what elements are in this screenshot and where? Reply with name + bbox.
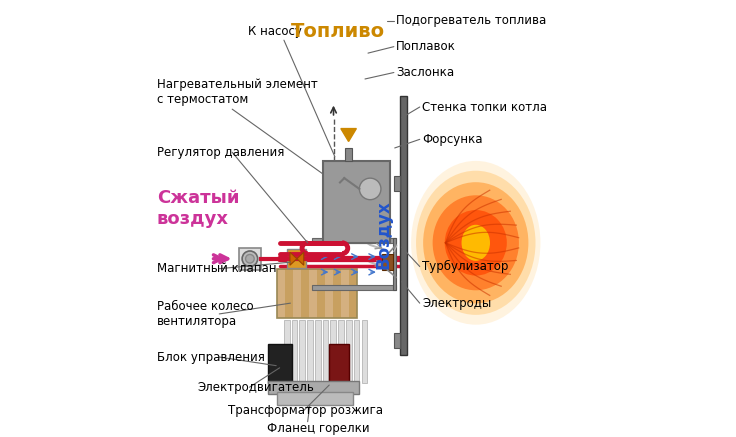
Bar <box>382 254 393 270</box>
Text: Подогреватель топлива: Подогреватель топлива <box>396 14 546 27</box>
Bar <box>287 249 306 268</box>
Bar <box>322 161 389 243</box>
Bar <box>346 320 352 383</box>
Bar <box>315 320 321 383</box>
Text: Электроды: Электроды <box>422 297 491 310</box>
Bar <box>238 248 261 270</box>
Ellipse shape <box>433 195 519 290</box>
Text: К насосу: К насосу <box>248 25 302 38</box>
Text: Трансформатор розжига: Трансформатор розжига <box>228 404 383 417</box>
Ellipse shape <box>461 225 490 261</box>
Bar <box>361 320 367 383</box>
Text: Поплавок: Поплавок <box>396 40 456 53</box>
Text: Нагревательный элемент
с термостатом: Нагревательный элемент с термостатом <box>157 78 317 106</box>
Bar <box>277 269 357 318</box>
Bar <box>354 320 359 383</box>
Ellipse shape <box>423 182 528 303</box>
Text: Сжатый
воздух: Сжатый воздух <box>157 189 239 228</box>
Text: Магнитный клапан: Магнитный клапан <box>157 262 276 275</box>
Bar <box>394 176 400 191</box>
Ellipse shape <box>445 210 507 276</box>
Bar <box>325 269 333 318</box>
Bar <box>268 381 358 394</box>
Bar <box>339 320 344 383</box>
Polygon shape <box>290 252 304 265</box>
Bar <box>277 269 286 318</box>
Circle shape <box>359 178 381 200</box>
Text: Стенка топки котла: Стенка топки котла <box>422 101 547 114</box>
Text: Рабочее колесо
вентилятора: Рабочее колесо вентилятора <box>157 300 253 328</box>
Bar <box>333 269 342 318</box>
Text: Блок управления: Блок управления <box>157 350 265 364</box>
Circle shape <box>246 254 254 263</box>
Text: Заслонка: Заслонка <box>396 66 454 79</box>
Text: Регулятор давления: Регулятор давления <box>157 146 284 159</box>
Bar <box>294 269 302 318</box>
Text: Форсунка: Форсунка <box>422 133 482 146</box>
Bar <box>312 238 396 243</box>
Ellipse shape <box>411 161 540 325</box>
Bar <box>284 320 289 383</box>
Bar <box>344 148 353 161</box>
Bar <box>394 333 400 348</box>
Bar <box>392 239 396 290</box>
Bar <box>277 392 353 406</box>
Text: Топливо: Топливо <box>291 22 385 41</box>
Bar <box>286 269 294 318</box>
Circle shape <box>242 251 258 267</box>
Bar <box>329 344 349 383</box>
Bar <box>350 269 357 318</box>
Bar <box>330 320 336 383</box>
Bar <box>342 269 350 318</box>
Bar <box>317 269 325 318</box>
Bar <box>307 320 313 383</box>
Bar <box>302 269 309 318</box>
Bar <box>291 320 297 383</box>
Text: Фланец горелки: Фланец горелки <box>266 422 369 435</box>
Bar <box>300 320 305 383</box>
Text: Воздух: Воздух <box>375 200 393 269</box>
Bar <box>309 269 317 318</box>
Bar <box>268 344 291 383</box>
Ellipse shape <box>416 171 536 315</box>
Bar <box>400 96 407 355</box>
Text: Турбулизатор: Турбулизатор <box>422 260 509 273</box>
Bar <box>312 285 396 290</box>
Polygon shape <box>341 128 356 142</box>
Text: Электродвигатель: Электродвигатель <box>198 381 314 394</box>
Bar <box>322 320 328 383</box>
